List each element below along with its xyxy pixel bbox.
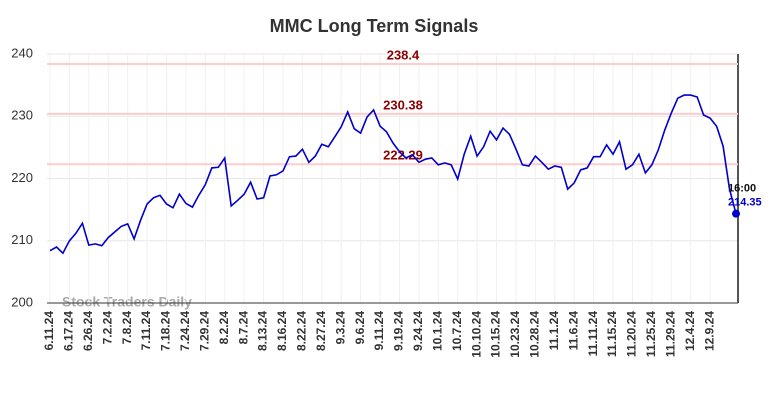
x-tick-label: 9.6.24 [353,311,367,345]
chart-title: MMC Long Term Signals [270,16,479,36]
watermark: Stock Traders Daily [62,294,192,310]
x-tick-label: 10.10.24 [469,311,483,358]
x-tick-label: 8.13.24 [256,311,270,351]
x-tick-label: 10.1.24 [430,311,444,351]
x-tick-label: 7.24.24 [178,311,192,351]
x-tick-label: 7.8.24 [120,311,134,345]
y-tick-label: 220 [11,170,33,185]
x-tick-label: 9.24.24 [411,311,425,351]
x-tick-label: 10.15.24 [489,311,503,358]
x-tick-label: 11.20.24 [625,311,639,357]
signal-label: 230.38 [383,97,423,112]
x-tick-label: 7.29.24 [197,311,211,351]
last-value-label: 214.35 [728,197,762,209]
last-time-label: 16:00 [728,183,756,195]
x-tick-label: 10.7.24 [450,311,464,351]
x-tick-label: 8.27.24 [314,311,328,351]
last-point [732,209,740,218]
y-tick-label: 230 [11,108,33,123]
x-tick-label: 7.18.24 [159,311,173,351]
y-tick-label: 200 [11,294,33,309]
x-tick-label: 6.11.24 [42,311,56,351]
x-tick-label: 6.26.24 [81,311,95,351]
x-tick-label: 10.23.24 [508,311,522,358]
signal-label: 238.4 [387,47,420,62]
x-tick-label: 9.3.24 [333,311,347,345]
x-tick-label: 7.11.24 [139,311,153,351]
y-tick-label: 240 [11,45,33,60]
x-tick-label: 11.29.24 [663,311,677,357]
x-tick-label: 9.19.24 [392,311,406,351]
x-tick-label: 12.9.24 [702,311,716,351]
x-tick-label: 7.2.24 [100,311,114,345]
x-tick-label: 8.2.24 [217,311,231,345]
x-tick-label: 11.1.24 [547,311,561,351]
x-tick-label: 12.4.24 [683,311,697,351]
x-tick-label: 9.11.24 [372,311,386,351]
x-tick-label: 8.22.24 [295,311,309,351]
x-tick-label: 11.15.24 [605,311,619,357]
x-tick-label: 10.28.24 [528,311,542,358]
y-tick-label: 210 [11,232,33,247]
price-line [49,94,737,255]
x-tick-label: 8.7.24 [236,311,250,345]
x-tick-label: 8.16.24 [275,311,289,351]
x-tick-label: 11.11.24 [586,311,600,357]
x-tick-label: 6.17.24 [62,311,76,351]
x-tick-label: 11.25.24 [644,311,658,357]
x-tick-label: 11.6.24 [566,311,580,351]
